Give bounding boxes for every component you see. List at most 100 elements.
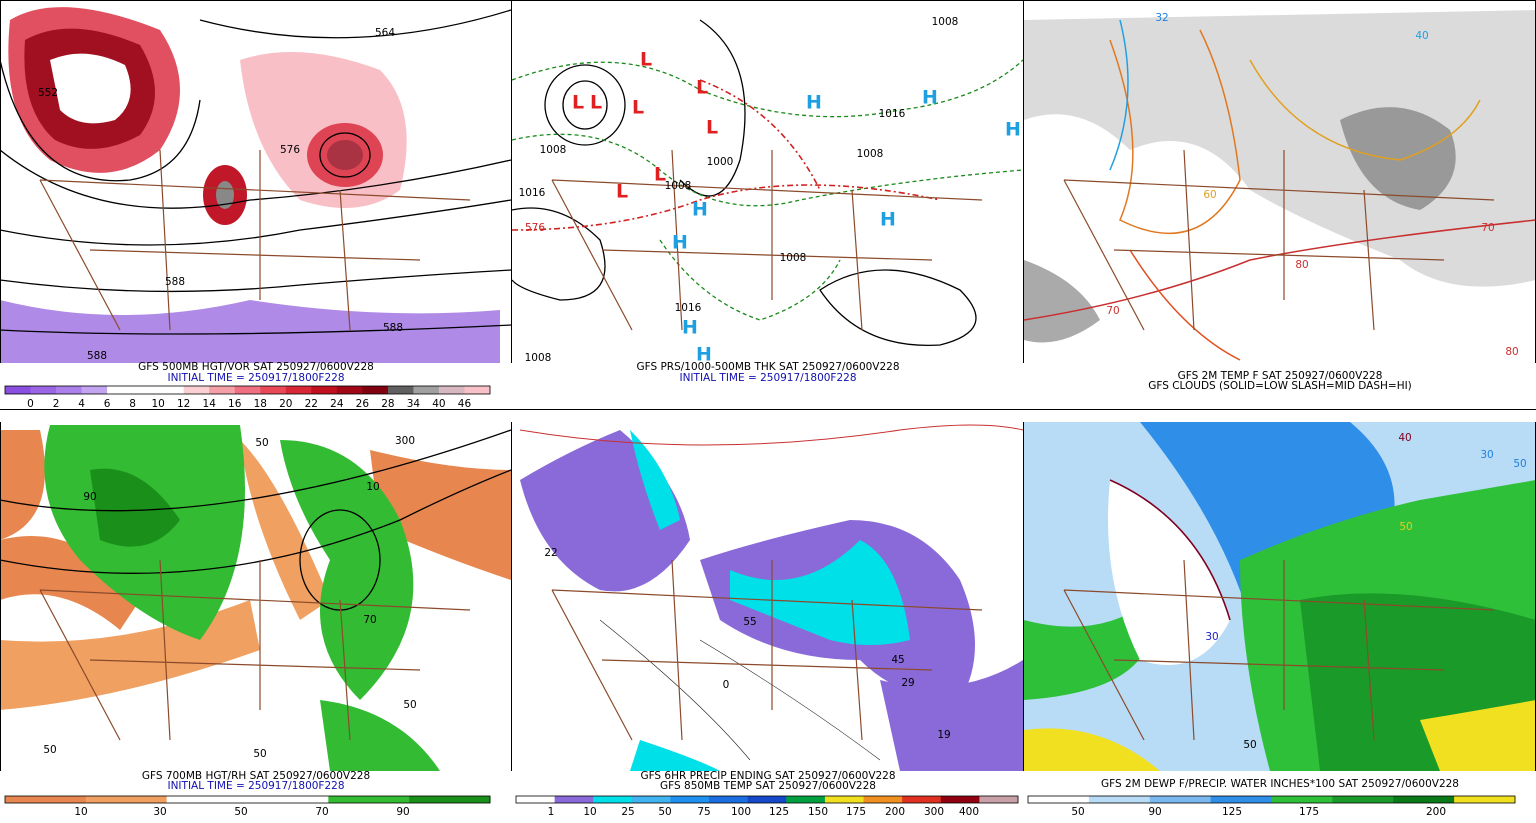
contour-label: 576 (525, 222, 545, 234)
contour-label: 55 (743, 616, 756, 628)
pressure-center: L (590, 92, 602, 114)
colorbar-cell (311, 386, 338, 394)
colorbar-label: 70 (315, 806, 328, 818)
contour-label: 50 (253, 748, 266, 760)
colorbar-label: 14 (203, 398, 217, 410)
contour-label: 0 (723, 679, 730, 691)
colorbar-label: 10 (583, 806, 596, 818)
humidity-map (0, 425, 512, 771)
colorbar-cell (85, 796, 168, 803)
colorbar-cell (593, 796, 633, 803)
contour-label: 1008 (857, 148, 884, 160)
pressure-center: H (692, 199, 708, 221)
colorbar-cell (5, 386, 32, 394)
colorbar-label: 0 (27, 398, 34, 410)
panel-caption: GFS 500MB HGT/VOR SAT 250927/0600V228 (138, 361, 374, 373)
colorbar-cell (863, 796, 903, 803)
colorbar-frame (515, 795, 1019, 804)
colorbar-label: 150 (808, 806, 828, 818)
colorbar-label: 34 (407, 398, 421, 410)
contour-label: 300 (395, 435, 415, 447)
contour-label: 45 (891, 654, 904, 666)
colorbar-label: 40 (432, 398, 445, 410)
colorbar-cell (387, 386, 414, 394)
colorbar-cell (747, 796, 787, 803)
colorbar-cell (824, 796, 865, 803)
pressure-center: L (640, 49, 652, 71)
pressure-center: H (922, 87, 938, 109)
contour-label: 30 (1480, 449, 1493, 461)
colorbar-label: 50 (234, 806, 247, 818)
caption-band (0, 410, 1536, 422)
colorbar-cell (709, 796, 749, 803)
colorbar-label: 4 (78, 398, 85, 410)
contour-label: 1016 (675, 302, 702, 314)
contour-label: 50 (1399, 521, 1412, 533)
contour-label: 576 (280, 144, 300, 156)
colorbar-label: 12 (177, 398, 190, 410)
contour-label: 1008 (525, 352, 552, 364)
contour-label: 10 (366, 481, 379, 493)
colorbar-label: 22 (305, 398, 318, 410)
colorbar-label: 200 (885, 806, 905, 818)
contour-label: 588 (87, 350, 107, 362)
colorbar-cell (464, 386, 491, 394)
colorbar-frame (1027, 795, 1516, 804)
contour-label: 1016 (519, 187, 546, 199)
colorbar-cell (786, 796, 826, 803)
panel-caption: GFS PRS/1000-500MB THK SAT 250927/0600V2… (636, 361, 899, 373)
panel-subcaption: GFS CLOUDS (SOLID=LOW SLASH=MID DASH=HI) (1148, 380, 1412, 392)
panel-caption: GFS 2M TEMP F SAT 250927/0600V228 (1178, 370, 1383, 382)
colorbar-cell (1454, 796, 1516, 803)
caption-band (0, 771, 1536, 819)
colorbar-cell (1210, 796, 1272, 803)
pressure-center: H (696, 344, 712, 366)
colorbar-cell (670, 796, 710, 803)
colorbar-cell (979, 796, 1019, 803)
colorbar-cell (413, 386, 440, 394)
colorbar-label: 125 (769, 806, 789, 818)
contour-label: 1008 (665, 180, 692, 192)
vorticity-map (0, 7, 512, 363)
colorbar-cell (1393, 796, 1455, 803)
contour-label: 70 (1481, 222, 1494, 234)
pressure-center: L (572, 92, 584, 114)
contour-label: 80 (1505, 346, 1518, 358)
contour-label: 588 (383, 322, 403, 334)
contour-label: 32 (1155, 12, 1168, 24)
colorbar-cell (631, 796, 671, 803)
contour-label: 50 (1243, 739, 1256, 751)
panel-caption: GFS 700MB HGT/RH SAT 250927/0600V228 (142, 770, 370, 782)
colorbar-label: 20 (279, 398, 292, 410)
panel-subcaption: INITIAL TIME = 250917/1800F228 (679, 372, 856, 384)
colorbar-label: 200 (1426, 806, 1446, 818)
colorbar-cell (81, 386, 108, 394)
colorbar-label: 26 (356, 398, 370, 410)
pressure-center: L (616, 181, 628, 203)
colorbar-cell (285, 386, 312, 394)
colorbar-cell (1028, 796, 1090, 803)
colorbar-cell (438, 386, 465, 394)
precipitation-map (519, 424, 1024, 771)
contour-label: 90 (83, 491, 96, 503)
temperature-map (1023, 10, 1536, 361)
colorbar-cell (107, 386, 134, 394)
colorbar-cell (940, 796, 980, 803)
colorbar-cell (336, 386, 363, 394)
contour-label: 1016 (879, 108, 906, 120)
colorbar-cell (30, 386, 57, 394)
contour-label: 80 (1295, 259, 1308, 271)
colorbar-cell (260, 386, 287, 394)
contour-label: 50 (255, 437, 268, 449)
colorbar-label: 90 (1148, 806, 1161, 818)
colorbar-label: 28 (381, 398, 394, 410)
map-borders (39, 149, 1495, 741)
pressure-center: L (706, 117, 718, 139)
colorbar-cell (166, 796, 248, 803)
colorbar-cell (516, 796, 556, 803)
panel-caption: GFS 2M DEWP F/PRECIP. WATER INCHES*100 S… (1101, 778, 1459, 790)
contour-label: 50 (43, 744, 56, 756)
contour-label: 1008 (540, 144, 567, 156)
